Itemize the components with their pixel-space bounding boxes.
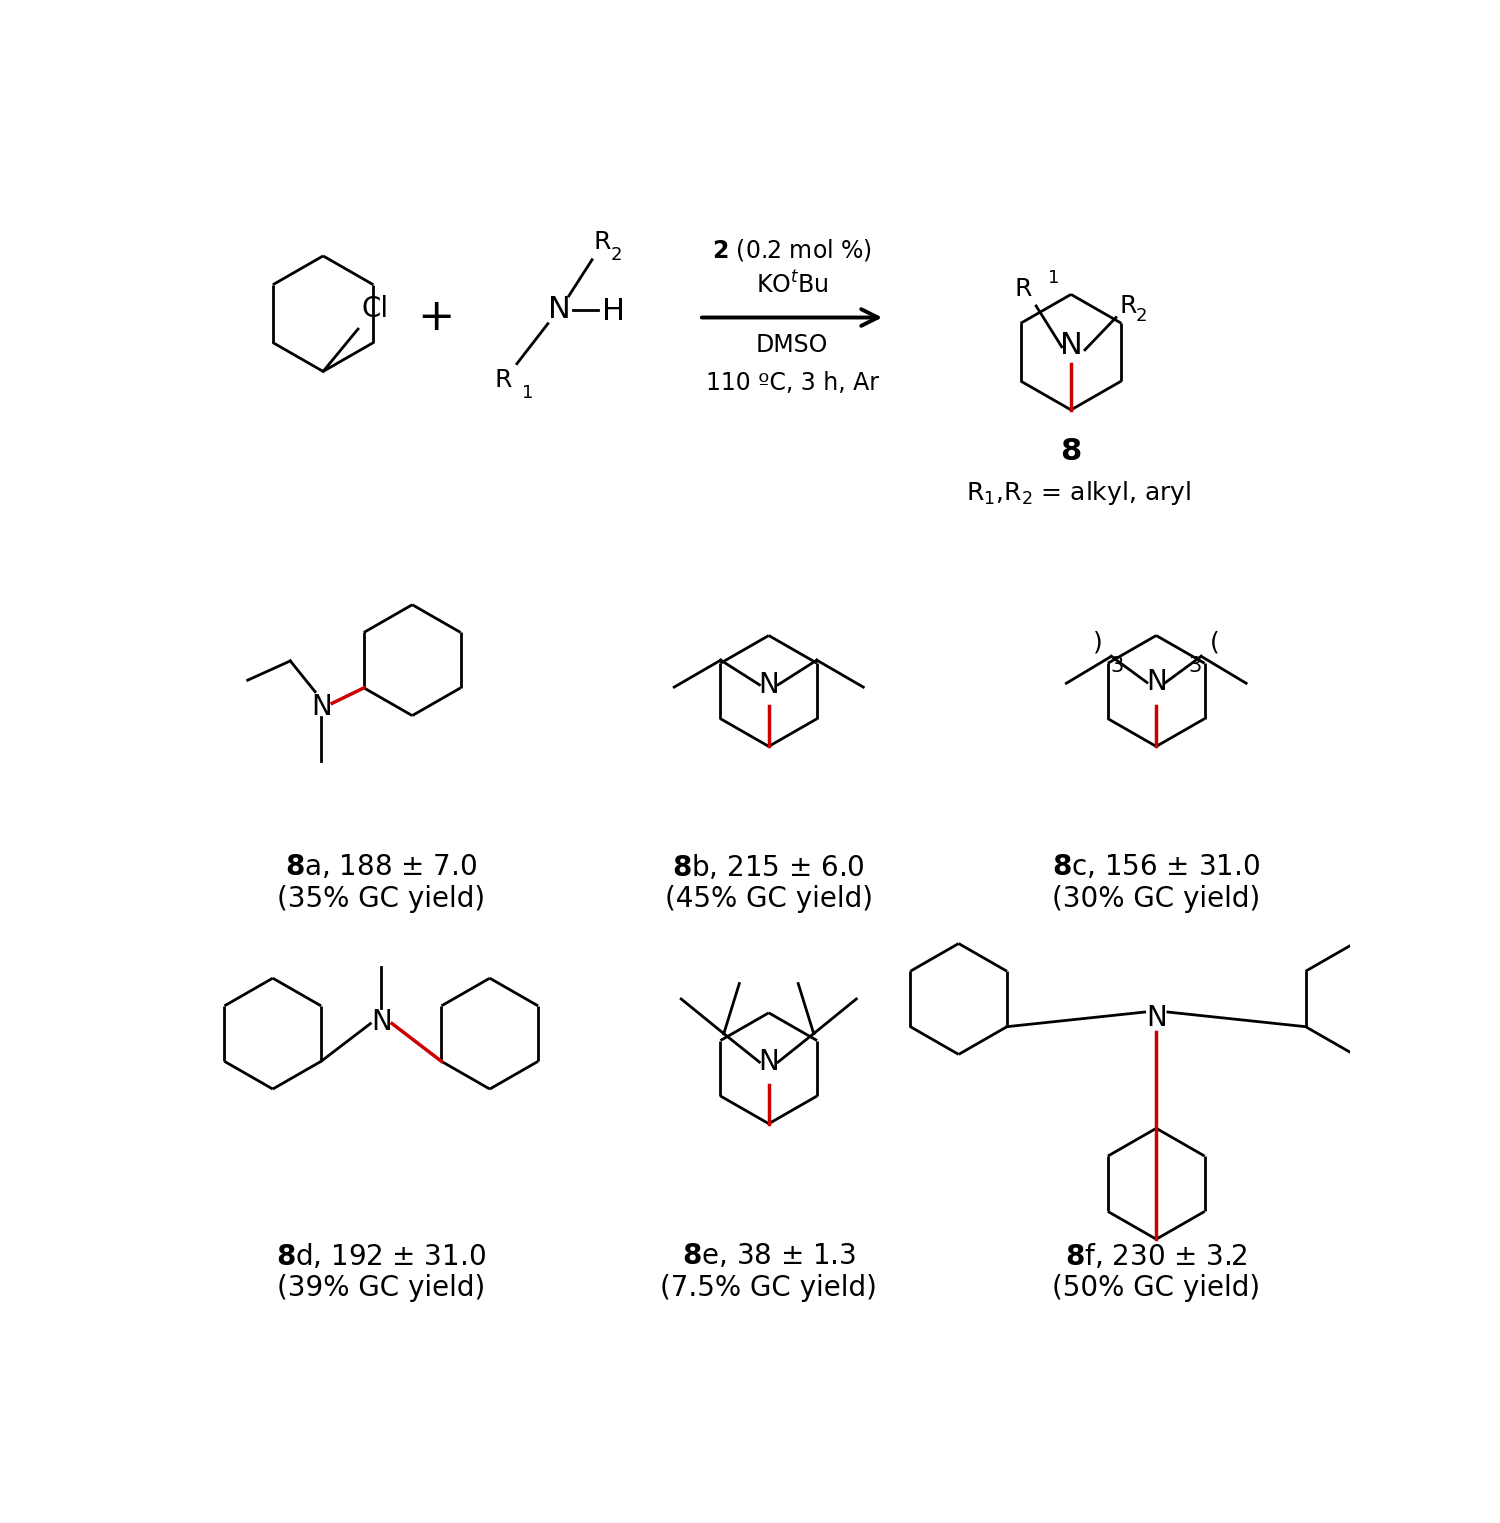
Text: 1: 1	[1047, 268, 1059, 286]
Text: 2: 2	[1136, 308, 1148, 326]
Text: R: R	[1119, 294, 1137, 317]
Text: N: N	[1059, 330, 1083, 359]
Text: $\mathbf{8}$a, 188 ± 7.0: $\mathbf{8}$a, 188 ± 7.0	[285, 853, 477, 880]
Text: 1: 1	[522, 384, 534, 402]
Text: +: +	[417, 295, 454, 340]
Text: $\mathbf{2}$ (0.2 mol %): $\mathbf{2}$ (0.2 mol %)	[712, 236, 872, 262]
Text: $\mathbf{8}$b, 215 ± 6.0: $\mathbf{8}$b, 215 ± 6.0	[672, 853, 865, 882]
Text: $\mathbf{8}$c, 156 ± 31.0: $\mathbf{8}$c, 156 ± 31.0	[1052, 853, 1260, 880]
Text: 3: 3	[1188, 655, 1202, 676]
Text: H: H	[602, 297, 625, 326]
Text: $\mathbf{8}$: $\mathbf{8}$	[1060, 437, 1082, 466]
Text: (: (	[1210, 631, 1219, 655]
Text: N: N	[310, 693, 332, 720]
Text: N: N	[1146, 1004, 1167, 1033]
Text: N: N	[759, 1048, 778, 1075]
Text: (39% GC yield): (39% GC yield)	[278, 1273, 486, 1302]
Text: N: N	[1146, 669, 1167, 696]
Text: N: N	[370, 1008, 392, 1036]
Text: 2: 2	[610, 245, 622, 263]
Text: N: N	[548, 295, 572, 324]
Text: (30% GC yield): (30% GC yield)	[1052, 885, 1260, 912]
Text: $\mathbf{8}$e, 38 ± 1.3: $\mathbf{8}$e, 38 ± 1.3	[681, 1241, 856, 1270]
Text: (35% GC yield): (35% GC yield)	[278, 885, 486, 912]
Text: DMSO: DMSO	[756, 334, 828, 356]
Text: R: R	[1016, 277, 1032, 300]
Text: 3: 3	[1112, 655, 1124, 676]
Text: (45% GC yield): (45% GC yield)	[664, 885, 873, 912]
Text: N: N	[759, 670, 778, 699]
Text: R$_1$,R$_2$ = alkyl, aryl: R$_1$,R$_2$ = alkyl, aryl	[966, 480, 1191, 507]
Text: (7.5% GC yield): (7.5% GC yield)	[660, 1273, 878, 1302]
Text: (50% GC yield): (50% GC yield)	[1052, 1273, 1260, 1302]
Text: $\mathbf{8}$f, 230 ± 3.2: $\mathbf{8}$f, 230 ± 3.2	[1065, 1241, 1248, 1270]
Text: Cl: Cl	[362, 295, 388, 323]
Text: ): )	[1092, 631, 1102, 655]
Text: 110 ºC, 3 h, Ar: 110 ºC, 3 h, Ar	[705, 372, 879, 396]
Text: $\mathbf{8}$d, 192 ± 31.0: $\mathbf{8}$d, 192 ± 31.0	[276, 1241, 486, 1270]
Text: R: R	[494, 369, 512, 393]
Text: KO$^t$Bu: KO$^t$Bu	[756, 271, 828, 297]
Text: R: R	[594, 230, 610, 254]
